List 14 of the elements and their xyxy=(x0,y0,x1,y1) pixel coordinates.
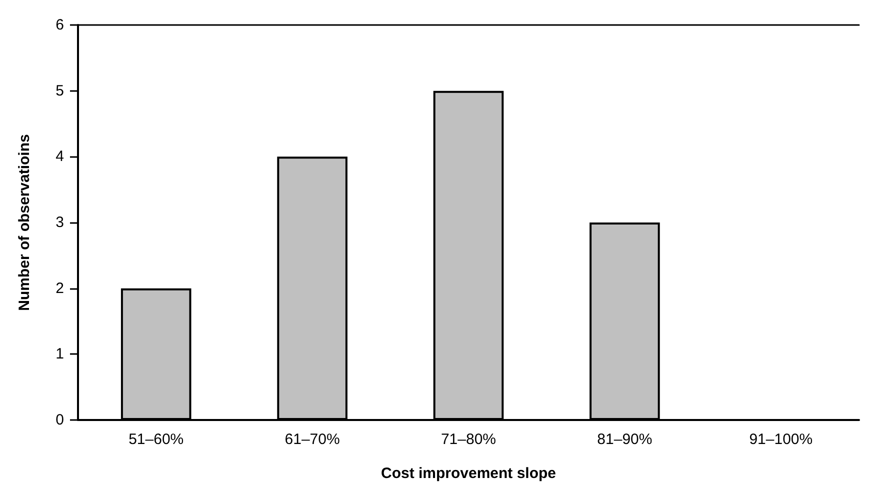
y-tick-label: 6 xyxy=(56,16,64,34)
y-tick-label: 2 xyxy=(56,280,64,297)
x-tick-label: 81–90% xyxy=(597,431,652,448)
y-tick-label: 5 xyxy=(56,82,64,100)
y-tick-label: 4 xyxy=(56,148,64,166)
x-axis-title: Cost improvement slope xyxy=(380,465,556,482)
x-tick-label: 91–100% xyxy=(749,431,813,448)
x-tick-label: 71–80% xyxy=(440,431,496,448)
x-tick-label: 51–60% xyxy=(128,431,184,448)
y-tick-label: 1 xyxy=(56,346,64,363)
y-tick-label: 0 xyxy=(56,412,64,428)
y-tick-label: 3 xyxy=(56,214,64,231)
y-axis-title: Number of observatioins xyxy=(16,134,33,311)
x-tick-label: 61–70% xyxy=(284,431,340,448)
